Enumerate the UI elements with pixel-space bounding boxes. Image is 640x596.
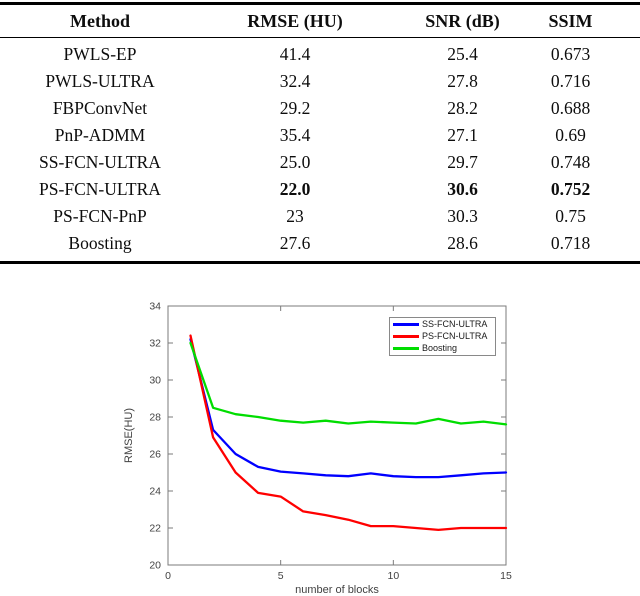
legend-item: Boosting [393,344,492,353]
table-cell: 27.8 [447,71,478,91]
x-tick-label: 15 [500,570,512,582]
table-cell: 25.4 [447,44,478,64]
table-cell: 0.718 [550,233,591,253]
table-row: PS-FCN-PnP 23 30.3 0.75 [0,203,640,230]
x-tick-label: 10 [387,570,399,582]
table-cell: 0.673 [550,44,591,64]
table-cell: 32.4 [279,71,311,91]
y-tick-label: 28 [149,412,161,424]
legend-label: SS-FCN-ULTRA [422,319,488,329]
table-row: PnP-ADMM 35.4 27.1 0.69 [0,122,640,149]
table-cell: SS-FCN-ULTRA [39,152,161,172]
table-row: PWLS-ULTRA 32.4 27.8 0.716 [0,68,640,95]
table-bottom-rule [0,261,640,264]
table-cell: 30.6 [447,179,478,199]
table-header-rule [0,37,640,39]
table-cell: 25.0 [279,152,311,172]
x-axis-label: number of blocks [295,584,379,596]
table-row: PWLS-EP 41.4 25.4 0.673 [0,41,640,68]
table-row: SS-FCN-ULTRA 25.0 29.7 0.748 [0,149,640,176]
table-cell: 0.752 [550,179,591,199]
legend-item: PS-FCN-ULTRA [393,332,492,341]
y-tick-label: 34 [149,301,161,313]
table-cell: 27.6 [279,233,311,253]
legend-line-ss-fcn-ultra [393,323,419,326]
table-row: PS-FCN-ULTRA 22.0 30.6 0.752 [0,176,640,203]
table-cell: PnP-ADMM [54,125,146,145]
table-cell: PWLS-EP [63,44,137,64]
table-row: Boosting 27.6 28.6 0.718 [0,230,640,257]
table-cell: FBPConvNet [52,98,148,118]
x-tick-label: 0 [165,570,171,582]
table-cell: 0.716 [550,71,591,91]
legend-line-boosting [393,347,419,350]
table-cell: 29.7 [447,152,478,172]
table-cell: 28.2 [447,98,478,118]
col-header-rmse: RMSE (HU) [247,11,343,31]
y-tick-label: 26 [149,449,161,461]
table-cell: 0.748 [550,152,591,172]
series-line-boosting [189,341,508,426]
table-cell: 35.4 [279,125,311,145]
legend-label: Boosting [422,343,458,353]
y-tick-label: 22 [149,523,161,535]
table-cell: 41.4 [279,44,311,64]
table-cell: 22.0 [279,179,311,199]
table-cell: 27.1 [447,125,478,145]
legend-item: SS-FCN-ULTRA [393,320,492,329]
x-tick-label: 5 [278,570,284,582]
table-cell: PS-FCN-ULTRA [39,179,161,199]
table-cell: PWLS-ULTRA [45,71,155,91]
table-cell: 0.69 [555,125,586,145]
rmse-vs-blocks-chart: 0 5 10 15 20 22 24 26 28 30 32 34 number of blocks RM… [123,301,512,596]
table-cell: 23 [286,206,304,226]
col-header-snr: SNR (dB) [425,11,500,31]
col-header-ssim: SSIM [548,11,593,31]
legend-label: PS-FCN-ULTRA [422,331,488,341]
legend-line-ps-fcn-ultra [393,335,419,338]
table-cell: 29.2 [279,98,311,118]
y-tick-label: 20 [149,560,161,572]
y-tick-label: 24 [149,486,161,498]
series-line-ps-fcn-ultra [189,334,508,532]
table-body: PWLS-EP 41.4 25.4 0.673 PWLS-ULTRA 32.4 27.8 0.… [0,41,640,257]
table-top-rule [0,2,640,5]
table-header-row: Method RMSE (HU) SNR (dB) SSIM [0,5,640,37]
table-cell: 0.688 [550,98,591,118]
series-line-ss-fcn-ultra [189,338,508,479]
table-cell: 28.6 [447,233,478,253]
table-row: FBPConvNet 29.2 28.2 0.688 [0,95,640,122]
col-header-method: Method [70,11,130,31]
plot-box [167,305,507,566]
y-axis-label: RMSE(HU) [123,408,135,463]
table-cell: PS-FCN-PnP [53,206,147,226]
y-tick-label: 32 [149,338,161,350]
chart-legend: SS-FCN-ULTRA PS-FCN-ULTRA Boosting [389,317,496,356]
table-cell: 0.75 [555,206,586,226]
y-tick-label: 30 [149,375,161,387]
table-cell: 30.3 [447,206,478,226]
table-cell: Boosting [68,233,132,253]
